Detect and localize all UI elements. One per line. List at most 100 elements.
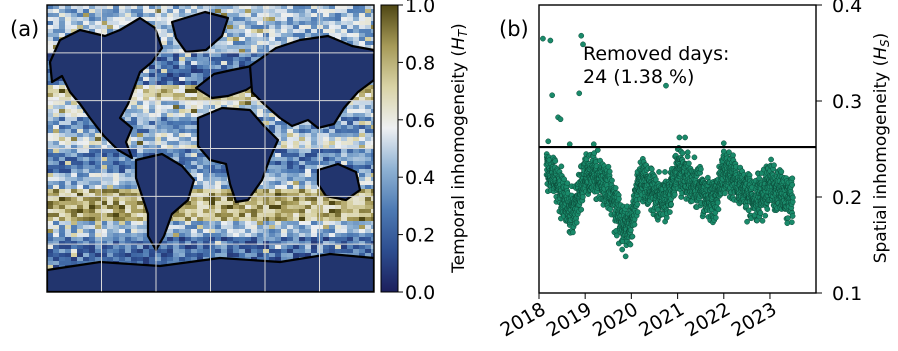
heatmap-cell <box>203 197 209 201</box>
heatmap-cell <box>245 17 251 21</box>
heatmap-cell <box>251 225 257 229</box>
heatmap-cell <box>47 177 53 181</box>
heatmap-cell <box>287 13 293 17</box>
heatmap-cell <box>299 5 305 9</box>
heatmap-cell <box>149 121 155 125</box>
heatmap-cell <box>275 217 281 221</box>
heatmap-cell <box>155 73 161 77</box>
heatmap-cell <box>329 217 335 221</box>
heatmap-cell <box>119 177 125 181</box>
heatmap-cell <box>371 13 374 17</box>
heatmap-cell <box>107 229 113 233</box>
heatmap-cell <box>47 197 53 201</box>
heatmap-cell <box>83 249 89 253</box>
heatmap-cell <box>311 21 317 25</box>
heatmap-cell <box>269 233 275 237</box>
heatmap-cell <box>347 21 353 25</box>
heatmap-cell <box>209 177 215 181</box>
heatmap-cell <box>347 201 353 205</box>
heatmap-cell <box>161 105 167 109</box>
heatmap-cell <box>329 221 335 225</box>
heatmap-cell <box>251 237 257 241</box>
heatmap-cell <box>233 65 239 69</box>
heatmap-cell <box>59 25 65 29</box>
heatmap-cell <box>359 37 365 41</box>
heatmap-cell <box>203 245 209 249</box>
scatter-point <box>612 185 619 191</box>
heatmap-cell <box>179 53 185 57</box>
heatmap-cell <box>359 29 365 33</box>
heatmap-cell <box>215 217 221 221</box>
scatter-point <box>578 206 585 213</box>
heatmap-cell <box>59 29 65 33</box>
heatmap-cell <box>185 153 191 157</box>
heatmap-cell <box>65 205 71 209</box>
heatmap-cell <box>329 137 335 141</box>
heatmap-cell <box>185 149 191 153</box>
heatmap-cell <box>293 181 299 185</box>
heatmap-cell <box>53 161 59 165</box>
heatmap-cell <box>257 193 263 197</box>
heatmap-cell <box>239 205 245 209</box>
heatmap-cell <box>155 141 161 145</box>
heatmap-cell <box>227 205 233 209</box>
heatmap-cell <box>239 209 245 213</box>
heatmap-cell <box>125 241 131 245</box>
heatmap-cell <box>89 149 95 153</box>
heatmap-cell <box>359 217 365 221</box>
heatmap-cell <box>101 145 107 149</box>
heatmap-cell <box>59 241 65 245</box>
heatmap-cell <box>71 253 77 257</box>
heatmap-cell <box>293 173 299 177</box>
heatmap-cell <box>251 13 257 17</box>
heatmap-cell <box>359 169 365 173</box>
heatmap-cell <box>209 233 215 237</box>
heatmap-cell <box>119 197 125 201</box>
heatmap-cell <box>359 201 365 205</box>
heatmap-cell <box>47 245 53 249</box>
heatmap-cell <box>155 117 161 121</box>
scatter-point <box>552 158 559 164</box>
heatmap-cell <box>47 109 53 113</box>
heatmap-cell <box>347 109 353 113</box>
heatmap-cell <box>365 213 371 217</box>
heatmap-cell <box>179 137 185 141</box>
heatmap-cell <box>359 197 365 201</box>
heatmap-cell <box>137 241 143 245</box>
heatmap-cell <box>125 109 131 113</box>
heatmap-cell <box>281 209 287 213</box>
colorbar-bar <box>380 4 399 293</box>
heatmap-cell <box>353 117 359 121</box>
heatmap-cell <box>185 9 191 13</box>
heatmap-cell <box>191 193 197 197</box>
heatmap-cell <box>89 249 95 253</box>
heatmap-cell <box>47 17 53 21</box>
heatmap-cell <box>221 97 227 101</box>
heatmap-cell <box>191 129 197 133</box>
heatmap-cell <box>287 197 293 201</box>
heatmap-cell <box>209 209 215 213</box>
heatmap-cell <box>179 125 185 129</box>
heatmap-cell <box>113 165 119 169</box>
map-gridlines <box>47 5 374 292</box>
heatmap-cell <box>365 205 371 209</box>
heatmap-cell <box>209 249 215 253</box>
heatmap-cell <box>323 153 329 157</box>
heatmap-cell <box>287 173 293 177</box>
heatmap-cell <box>71 153 77 157</box>
heatmap-cell <box>173 257 179 261</box>
heatmap-cell <box>179 49 185 53</box>
heatmap-cell <box>167 109 173 113</box>
heatmap-cell <box>269 213 275 217</box>
heatmap-cell <box>293 205 299 209</box>
heatmap-cell <box>71 249 77 253</box>
heatmap-cell <box>161 145 167 149</box>
heatmap-cell <box>131 237 137 241</box>
heatmap-cell <box>47 161 53 165</box>
heatmap-cell <box>257 41 263 45</box>
heatmap-cell <box>161 61 167 65</box>
heatmap-cell <box>65 249 71 253</box>
heatmap-cell <box>167 145 173 149</box>
heatmap-cell <box>293 153 299 157</box>
heatmap-cell <box>215 65 221 69</box>
